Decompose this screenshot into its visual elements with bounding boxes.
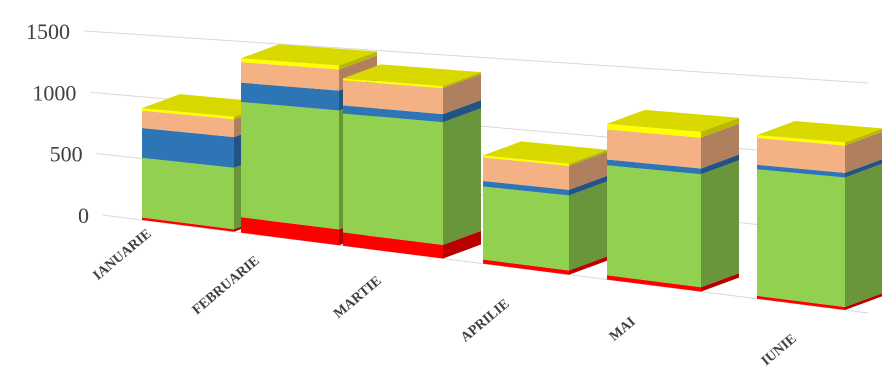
bar-segment-front — [142, 110, 234, 138]
bar-segment-side — [569, 175, 607, 196]
bar-segment-front — [142, 157, 234, 230]
bar-segment-front — [757, 169, 845, 308]
bar-segment-front — [142, 128, 234, 168]
bar-segment-front — [241, 217, 339, 246]
x-tick-label: MARTIE — [331, 274, 384, 322]
bar-segment-front — [142, 217, 234, 232]
bar-segment-front — [483, 186, 569, 271]
bar-segment-side — [701, 160, 739, 288]
bar-segment-side — [701, 123, 739, 169]
bar-segment-side — [701, 273, 739, 292]
bar-top-face — [142, 94, 272, 117]
bar-segment-front — [483, 155, 569, 166]
bar-segment-front — [241, 62, 339, 91]
bar-segment-front — [607, 165, 701, 288]
bar-segment-side — [569, 149, 607, 166]
x-tick-label: FEBRUARIE — [190, 254, 263, 319]
bar-segment-front — [343, 113, 443, 245]
bar-segment-front — [607, 123, 701, 138]
bar-segment-side — [845, 159, 882, 178]
bar-segment-side — [443, 74, 481, 115]
bar-segment-front — [607, 275, 701, 292]
bar-top-face — [343, 64, 481, 87]
bar-segment-front — [241, 101, 339, 230]
bar-segment-side — [845, 131, 882, 173]
y-tick-label: 500 — [50, 142, 83, 167]
bar-segment-front — [241, 58, 339, 70]
x-tick-label: IANUARIE — [91, 227, 155, 284]
bar-segment-front — [757, 295, 845, 311]
bars — [142, 44, 882, 311]
bar-segment-side — [339, 51, 377, 70]
x-tick-label: APRILIE — [458, 297, 512, 346]
bar-segment-side — [443, 72, 481, 89]
x-tick-label: IUNIE — [759, 332, 800, 369]
bar-segment-front — [483, 157, 569, 190]
bar-segment-front — [343, 105, 443, 123]
y-axis: 0 500 1000 1500 — [26, 19, 89, 228]
y-tick-label: 1000 — [32, 80, 76, 105]
bar-segment-front — [343, 232, 443, 259]
bar-segment-side — [701, 117, 739, 138]
bar-segment-front — [343, 78, 443, 89]
bar-segment-front — [241, 82, 339, 111]
bar-segment-side — [569, 181, 607, 271]
bar-top-face — [241, 44, 377, 66]
bar-segment-front — [343, 80, 443, 115]
bar-segment-front — [757, 164, 845, 178]
bar-segment-side — [443, 230, 481, 259]
bar-top-face — [483, 141, 607, 164]
bar-segment-side — [845, 293, 882, 311]
bar-segment-front — [142, 108, 234, 120]
gridline-1500 — [83, 30, 869, 84]
bar-segment-side — [443, 108, 481, 245]
bar-segment-side — [569, 151, 607, 190]
bar-segment-front — [607, 129, 701, 169]
bar-top-face — [757, 121, 882, 143]
bar-segment-front — [607, 159, 701, 175]
bar-segment-side — [701, 154, 739, 175]
bar-segment-side — [845, 163, 882, 308]
bar-segment-front — [757, 135, 845, 146]
bar-segment-front — [757, 138, 845, 173]
bar-segment-side — [569, 256, 607, 275]
x-tick-label: MAI — [607, 315, 639, 345]
bar-segment-side — [443, 100, 481, 123]
bar-segment-front — [483, 259, 569, 275]
bar-top-face — [607, 109, 739, 132]
bar-segment-side — [845, 128, 882, 146]
y-tick-label: 0 — [78, 203, 89, 228]
y-tick-label: 1500 — [26, 19, 70, 44]
bar-segment-front — [483, 180, 569, 196]
